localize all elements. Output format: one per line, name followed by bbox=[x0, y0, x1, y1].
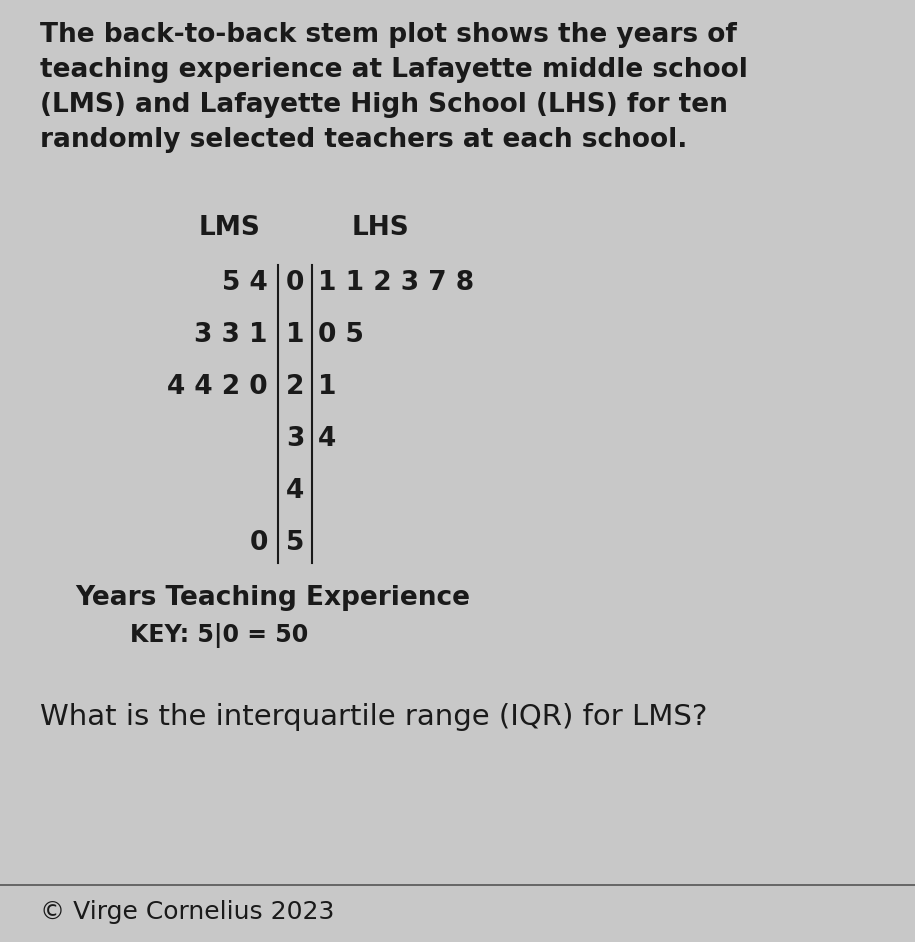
Text: KEY: 5|0 = 50: KEY: 5|0 = 50 bbox=[130, 623, 308, 648]
Text: 1: 1 bbox=[318, 374, 337, 400]
Text: 4 4 2 0: 4 4 2 0 bbox=[167, 374, 268, 400]
Text: 5 4: 5 4 bbox=[222, 270, 268, 296]
Text: The back-to-back stem plot shows the years of
teaching experience at Lafayette m: The back-to-back stem plot shows the yea… bbox=[40, 22, 748, 153]
Text: 5: 5 bbox=[285, 530, 304, 556]
Text: 4: 4 bbox=[285, 478, 304, 504]
Text: 4: 4 bbox=[318, 426, 336, 452]
Text: 3 3 1: 3 3 1 bbox=[195, 322, 268, 348]
Text: © Virge Cornelius 2023: © Virge Cornelius 2023 bbox=[40, 900, 334, 924]
Text: 3: 3 bbox=[285, 426, 304, 452]
Text: 0: 0 bbox=[285, 270, 304, 296]
Text: LMS: LMS bbox=[199, 215, 261, 241]
Text: 2: 2 bbox=[285, 374, 304, 400]
Text: 0: 0 bbox=[250, 530, 268, 556]
Text: 0 5: 0 5 bbox=[318, 322, 364, 348]
Text: 1: 1 bbox=[285, 322, 305, 348]
Text: What is the interquartile range (IQR) for LMS?: What is the interquartile range (IQR) fo… bbox=[40, 703, 707, 731]
Text: LHS: LHS bbox=[351, 215, 409, 241]
Text: 1 1 2 3 7 8: 1 1 2 3 7 8 bbox=[318, 270, 474, 296]
Text: Years Teaching Experience: Years Teaching Experience bbox=[75, 585, 470, 611]
